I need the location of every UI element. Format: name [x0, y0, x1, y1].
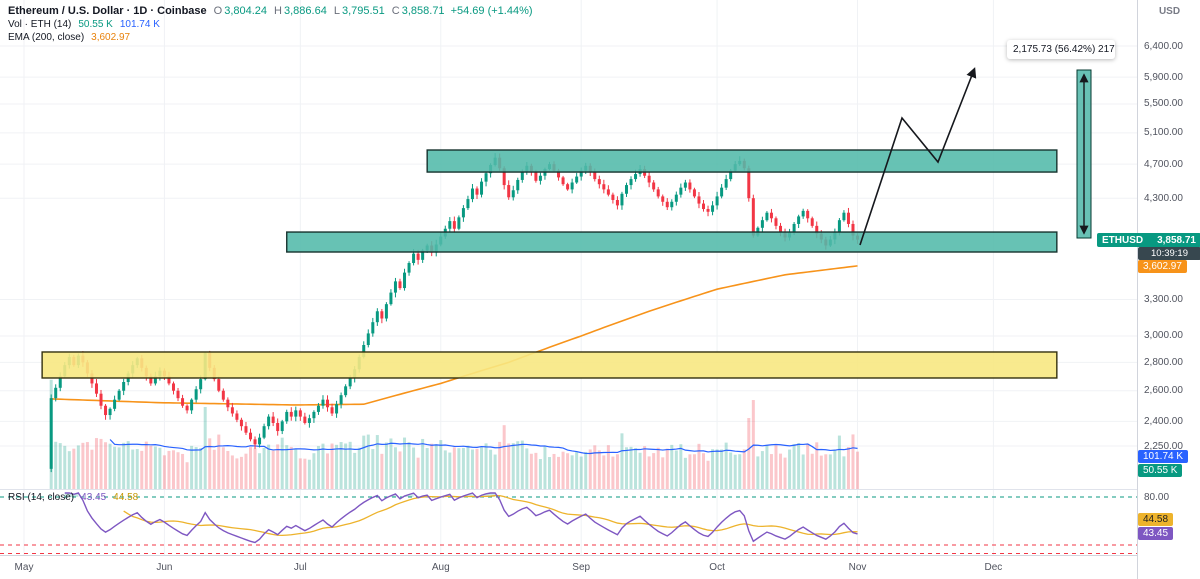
close-value: 3,858.71: [401, 5, 445, 17]
open-label: O: [213, 5, 223, 17]
rsi-ma-line[interactable]: [123, 494, 858, 537]
price-tick-label: 2,800.00: [1144, 356, 1183, 368]
ema-label: EMA (200, close): [8, 32, 85, 43]
time-tick-label: Dec: [984, 562, 1003, 573]
rsi-legend[interactable]: RSI (14, close) 43.45 44.58: [8, 492, 138, 503]
rsi-line[interactable]: [64, 492, 858, 544]
time-tick-label: Aug: [431, 562, 450, 573]
ema-legend[interactable]: EMA (200, close) 3,602.97: [8, 32, 130, 43]
support-zone-lower[interactable]: [41, 351, 1058, 379]
low-label: L: [333, 5, 340, 17]
ema-badge: 3,602.97: [1138, 260, 1187, 273]
volume-ma-line[interactable]: [109, 439, 858, 455]
time-tick-label: Jun: [156, 562, 173, 573]
ema-value: 3,602.97: [91, 32, 131, 43]
measure-tooltip: 2,175.73 (56.42%) 217,52: [1007, 40, 1115, 59]
open-value: 3,804.24: [224, 5, 268, 17]
rsi-ma-badge: 44.58: [1138, 513, 1174, 526]
price-tick-label: 5,100.00: [1144, 127, 1183, 139]
candles-layer: [49, 153, 860, 473]
pane-divider[interactable]: [0, 489, 1200, 490]
price-tick-label: 4,700.00: [1144, 158, 1183, 170]
high-label: H: [274, 5, 282, 17]
price-tick-label: 6,400.00: [1144, 40, 1183, 52]
volume-value: 50.55 K: [78, 19, 113, 30]
currency-label: USD: [1158, 6, 1181, 17]
price-axis[interactable]: USD ETHUSD 3,858.71 10:39:19 3,602.97 10…: [1097, 0, 1200, 579]
volume-ma-value: 101.74 K: [119, 19, 160, 30]
rsi-tick-label: 80.00: [1144, 491, 1170, 503]
vol-ma-badge: 101.74 K: [1138, 450, 1189, 463]
symbol-title: Ethereum / U.S. Dollar · 1D · Coinbase: [8, 5, 207, 17]
trend-arrow[interactable]: [859, 67, 977, 246]
time-tick-label: May: [14, 562, 34, 573]
price-tick-label: 5,500.00: [1144, 98, 1183, 110]
last-price-badge: ETHUSD 3,858.71: [1097, 233, 1200, 247]
volume-label: Vol · ETH (14): [8, 19, 72, 30]
countdown-badge: 10:39:19: [1138, 247, 1200, 260]
price-tick-label: 2,250.00: [1144, 440, 1183, 452]
change-value: +54.69 (+1.44%): [450, 5, 533, 17]
price-tick-label: 2,600.00: [1144, 385, 1183, 397]
price-tick-label: 2,400.00: [1144, 415, 1183, 427]
time-tick-label: Jul: [293, 562, 307, 573]
badge-symbol: ETHUSD: [1102, 234, 1144, 246]
high-value: 3,886.64: [284, 5, 327, 17]
rsi-badge: 43.45: [1138, 527, 1174, 540]
rsi-value: 43.45: [81, 492, 107, 503]
time-tick-label: Sep: [572, 562, 591, 573]
symbol-legend[interactable]: Ethereum / U.S. Dollar · 1D · Coinbase O…: [8, 5, 533, 17]
rsi-ma-value: 44.58: [113, 492, 139, 503]
volume-layer: [49, 379, 860, 489]
time-tick-label: Oct: [709, 562, 725, 573]
volume-legend[interactable]: Vol · ETH (14) 50.55 K 101.74 K: [8, 19, 160, 30]
price-tick-label: 4,300.00: [1144, 192, 1183, 204]
price-tick-label: 3,000.00: [1144, 330, 1183, 342]
time-axis[interactable]: May Jun Jul Aug Sep Oct Nov Dec: [0, 555, 1200, 579]
time-tick-label: Nov: [848, 562, 867, 573]
price-tick-label: 3,300.00: [1144, 293, 1183, 305]
rsi-label: RSI (14, close): [8, 492, 75, 503]
vol-badge: 50.55 K: [1138, 464, 1183, 477]
ema-line[interactable]: [51, 265, 858, 406]
close-label: C: [391, 5, 400, 17]
supply-zone-upper[interactable]: [426, 149, 1058, 173]
low-value: 3,795.51: [341, 5, 385, 17]
resistance-zone-mid[interactable]: [286, 231, 1058, 253]
badge-price: 3,858.71: [1157, 234, 1196, 246]
price-tick-label: 5,900.00: [1144, 71, 1183, 83]
